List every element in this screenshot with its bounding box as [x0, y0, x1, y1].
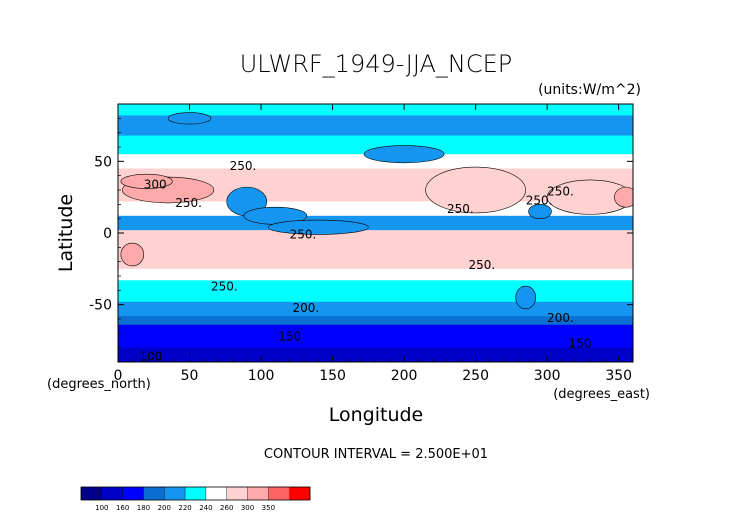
colorbar-label-5: 240 — [199, 504, 212, 512]
field-band-3 — [118, 154, 633, 170]
x-axis-label: Longitude — [329, 404, 424, 426]
field-band-14 — [118, 316, 633, 326]
field-feature-10 — [528, 204, 552, 219]
contour-label-10: 200. — [547, 311, 574, 325]
field-features — [120, 112, 633, 310]
colorbar-swatch-8 — [247, 487, 269, 500]
contour-label-4: 250. — [447, 202, 474, 216]
colorbar-label-7: 300 — [241, 504, 254, 512]
colorbar-swatch-6 — [205, 487, 228, 500]
field-band-0 — [118, 104, 633, 117]
colorbar-label-6: 260 — [220, 504, 233, 512]
field-feature-8 — [363, 145, 445, 164]
contour-label-1: 250. — [175, 196, 202, 210]
y-axis-label: Latitude — [55, 194, 77, 272]
colorbar-frame — [80, 486, 311, 501]
x-tick-label-2: 100 — [248, 368, 275, 384]
field-band-7 — [118, 215, 633, 231]
field-band-13 — [118, 301, 633, 317]
x-tick-label-6: 300 — [534, 368, 561, 384]
contour-label-6: 250. — [526, 193, 553, 207]
field-band-9 — [118, 247, 633, 270]
field-band-11 — [118, 280, 633, 291]
colorbar-label-4: 220 — [178, 504, 191, 512]
colorbar-swatch-10 — [289, 487, 311, 500]
field-feature-1 — [120, 173, 173, 189]
y-unit-label: (degrees_north) — [47, 377, 151, 392]
contour-labels: 300250.250.250.250.250.250.250.250.200.2… — [139, 159, 592, 364]
colorbar-swatch-0 — [81, 487, 103, 500]
field-band-10 — [118, 268, 633, 281]
field-band-17 — [118, 347, 633, 362]
colorbar-label-0: 100 — [95, 504, 108, 512]
contour-label-11: 150 — [278, 330, 301, 344]
contour-label-7: 250. — [547, 185, 574, 199]
y-tick-label-1: 0 — [103, 226, 112, 242]
contour-label-5: 250. — [468, 258, 495, 272]
colorbar: 100 160 180 200 220 240 260 300 350 — [80, 486, 311, 512]
field-band-1 — [118, 115, 633, 137]
field-feature-11 — [515, 285, 537, 310]
x-tick-label-5: 250 — [462, 368, 489, 384]
x-tick-label-7: 350 — [605, 368, 632, 384]
colorbar-swatch-4 — [164, 487, 186, 500]
field-feature-12 — [167, 112, 212, 125]
field-feature-4 — [425, 166, 527, 214]
plot-area: 300250.250.250.250.250.250.250.250.200.2… — [118, 104, 633, 364]
y-axis-ticks: 50 0 -50 — [89, 103, 633, 363]
contour-label-3: 250. — [290, 228, 317, 242]
y-tick-label-2: -50 — [89, 298, 112, 314]
contour-label-13: 100 — [139, 350, 162, 364]
field-feature-9 — [267, 219, 369, 235]
contour-label-12: 150 — [569, 337, 592, 351]
x-tick-label-4: 200 — [391, 368, 418, 384]
field-band-16 — [118, 336, 633, 349]
field-feature-7 — [120, 242, 145, 267]
y-tick-label-0: 50 — [94, 154, 112, 170]
field-band-12 — [118, 290, 633, 303]
contour-label-0: 300 — [144, 178, 167, 192]
contour-label-9: 200. — [293, 301, 320, 315]
chart-units: (units:W/m^2) — [538, 82, 641, 98]
field-feature-6 — [614, 186, 633, 208]
field-band-2 — [118, 135, 633, 155]
x-tick-label-3: 150 — [319, 368, 346, 384]
colorbar-label-8: 350 — [262, 504, 275, 512]
contour-label-2: 250. — [230, 159, 257, 173]
colorbar-swatch-3 — [143, 487, 165, 500]
field-band-8 — [118, 230, 633, 248]
contour-interval: CONTOUR INTERVAL = 2.500E+01 — [264, 447, 488, 462]
chart-title: ULWRF_1949-JJA_NCEP — [240, 50, 513, 78]
field-band-15 — [118, 324, 633, 337]
x-tick-label-0: 0 — [114, 368, 123, 384]
x-unit-label: (degrees_east) — [553, 387, 650, 402]
colorbar-swatch-5 — [185, 487, 207, 500]
colorbar-swatch-2 — [122, 487, 144, 500]
x-tick-label-1: 50 — [181, 368, 199, 384]
colorbar-swatch-1 — [101, 487, 123, 500]
colorbar-label-3: 200 — [158, 504, 171, 512]
colorbar-swatch-7 — [226, 487, 248, 500]
contour-label-8: 250. — [211, 279, 238, 293]
colorbar-swatch-9 — [268, 487, 290, 500]
x-axis-ticks: 0 50 100 150 200 250 300 350 — [114, 104, 634, 384]
colorbar-label-1: 160 — [116, 504, 129, 512]
colorbar-label-2: 180 — [137, 504, 150, 512]
